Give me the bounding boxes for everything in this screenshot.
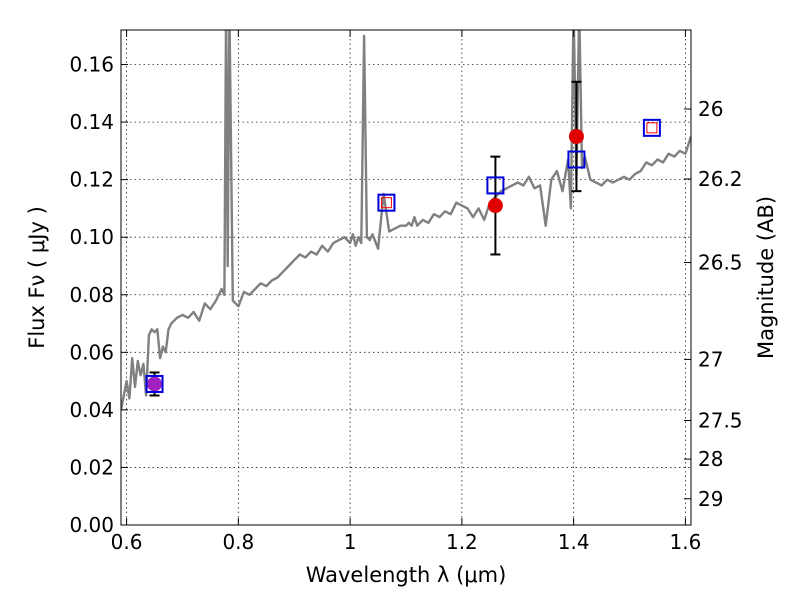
y-tick-label: 0.08 — [69, 283, 114, 307]
plot-frame — [120, 29, 692, 526]
y-axis-left: 0.00 0.02 0.04 0.06 0.08 0.10 0.12 0.14 0.16 — [69, 53, 128, 537]
y-axis-right: 26 26.2 26.5 27 27.5 28 29 — [684, 97, 743, 511]
y-tick-label: 0.16 — [69, 53, 114, 77]
mag-tick-label: 26.2 — [698, 167, 743, 191]
y-tick-label: 0.10 — [69, 225, 114, 249]
x-tick-label: 1.6 — [670, 530, 702, 554]
model-spectrum — [121, 30, 691, 411]
mag-tick-label: 29 — [698, 487, 723, 511]
model-point — [145, 374, 164, 393]
y-tick-label: 0.14 — [69, 110, 114, 134]
model-point — [377, 193, 396, 212]
mag-tick-label: 27 — [698, 347, 723, 371]
mag-tick-label: 26 — [698, 97, 723, 121]
y2-axis-label: Magnitude (AB) — [754, 196, 778, 359]
y-tick-label: 0.02 — [69, 455, 114, 479]
x-tick-label: 0.6 — [111, 530, 143, 554]
x-tick-label: 0.8 — [222, 530, 254, 554]
y-axis-label: Flux Fν ( μJy ) — [25, 206, 49, 349]
model-point — [642, 118, 661, 137]
grid-lines — [121, 30, 691, 525]
y-tick-label: 0.12 — [69, 168, 114, 192]
model-point-inner — [646, 122, 658, 134]
observed-points — [147, 128, 584, 392]
x-axis-label: Wavelength λ (μm) — [306, 563, 507, 587]
mag-tick-label: 28 — [698, 447, 723, 471]
model-point — [567, 150, 586, 169]
x-tick-label: 1.4 — [558, 530, 590, 554]
mag-tick-label: 27.5 — [698, 409, 743, 433]
y-tick-label: 0.00 — [69, 513, 114, 537]
y-tick-label: 0.04 — [69, 398, 114, 422]
spectrum-line — [121, 30, 691, 411]
x-tick-label: 1.2 — [446, 530, 478, 554]
model-point — [486, 176, 505, 195]
observed-point — [568, 128, 584, 144]
observed-point — [487, 198, 503, 214]
model-points — [145, 118, 661, 393]
y-tick-label: 0.06 — [69, 340, 114, 364]
x-axis: 0.6 0.8 1 1.2 1.4 1.6 — [111, 30, 702, 554]
x-tick-label: 1 — [344, 530, 357, 554]
observed-point — [147, 376, 163, 392]
model-point-inner — [380, 197, 392, 209]
mag-tick-label: 26.5 — [698, 251, 743, 275]
